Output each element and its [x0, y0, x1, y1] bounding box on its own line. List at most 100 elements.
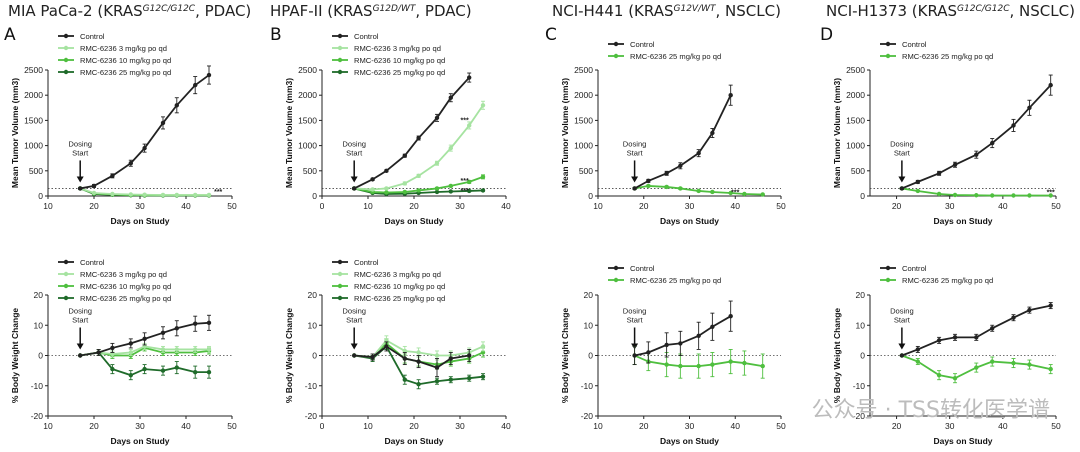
series-line	[353, 76, 470, 190]
data-point	[96, 350, 101, 355]
data-point	[678, 363, 683, 369]
x-tick-label: 10	[43, 201, 53, 211]
data-point	[160, 192, 166, 198]
chart-D-2: -20 -10 0 10 20 20 30 40 50 Days on Study % Body W…	[832, 264, 1061, 446]
y-tick-label: 1500	[574, 115, 593, 125]
data-point	[352, 186, 357, 191]
panel-title: NCI-H441 (KRASG12V/WT, NSCLC)	[552, 2, 781, 20]
dosing-label: Dosing	[342, 307, 366, 316]
y-tick-label: 500	[579, 166, 593, 176]
y-tick-label: 2500	[24, 65, 43, 75]
data-point	[1011, 193, 1016, 198]
data-point	[467, 75, 472, 80]
legend-marker	[337, 271, 343, 277]
dosing-arrow-head	[631, 176, 639, 183]
series-line	[634, 315, 732, 357]
data-point	[160, 330, 166, 336]
data-point	[128, 372, 133, 378]
legend-marker	[885, 277, 891, 283]
y-tick-label: 20	[856, 290, 866, 300]
data-point	[696, 363, 701, 369]
panel-title: HPAF-II (KRASG12D/WT, PDAC)	[270, 2, 472, 20]
watermark: 公众号 · TSS转化医学谱	[811, 398, 1050, 423]
legend-marker	[337, 295, 343, 301]
x-tick-label: 40	[998, 201, 1008, 211]
y-tick-label: 20	[308, 290, 318, 300]
data-point	[664, 342, 669, 348]
x-axis-label: Days on Study	[384, 436, 443, 446]
data-point	[448, 377, 453, 382]
data-point	[416, 135, 421, 141]
data-point	[434, 189, 440, 195]
data-point	[742, 191, 747, 197]
y-tick-label: 1500	[298, 115, 317, 125]
y-axis-label: % Body Weight Change	[284, 308, 294, 404]
data-point	[402, 377, 407, 382]
legend-label: Control	[902, 40, 927, 49]
data-point	[384, 344, 389, 349]
data-point	[974, 365, 979, 370]
dosing-label: Dosing	[890, 307, 914, 316]
data-point	[160, 120, 166, 126]
data-point	[206, 320, 212, 326]
data-point	[710, 130, 715, 136]
data-point	[678, 163, 683, 168]
legend-marker	[63, 295, 69, 301]
y-tick-label: 2500	[298, 65, 317, 75]
x-tick-label: 20	[409, 201, 419, 211]
data-point	[728, 313, 733, 319]
data-point	[128, 350, 133, 355]
x-tick-label: 10	[593, 421, 603, 431]
data-point	[402, 356, 407, 361]
legend-marker	[613, 265, 619, 271]
legend-label: RMC-6236 3 mg/kg po qd	[80, 270, 167, 279]
significance-marker: ***	[214, 189, 222, 196]
series-line	[354, 345, 470, 369]
x-tick-label: 40	[998, 421, 1008, 431]
x-axis-label: Days on Study	[110, 216, 169, 226]
legend-marker	[63, 33, 69, 39]
y-tick-label: 0	[38, 191, 43, 201]
data-point	[990, 359, 995, 364]
legend-label: Control	[902, 264, 927, 273]
legend-marker	[885, 53, 891, 59]
chart-A-1: 0 500 1000 1500 2000 2500 10 20 30 40 50 Days on St…	[10, 32, 237, 226]
y-tick-label: 0	[860, 191, 865, 201]
data-point	[952, 375, 958, 381]
dosing-label: Dosing	[890, 139, 914, 148]
data-point	[110, 191, 115, 197]
data-point	[174, 365, 179, 370]
y-axis-label: % Body Weight Change	[832, 308, 842, 404]
x-tick-label: 10	[363, 201, 373, 211]
data-point	[915, 179, 921, 185]
x-tick-label: 10	[593, 201, 603, 211]
data-point	[91, 190, 97, 196]
data-point	[480, 188, 486, 193]
data-point	[696, 333, 701, 339]
x-tick-label: 40	[501, 201, 511, 211]
dosing-label: Start	[346, 316, 363, 325]
chart-B-1: 0 500 1000 1500 2000 2500 0 10 20 30 40 Days on Stu…	[284, 32, 511, 226]
y-axis-label: % Body Weight Change	[560, 308, 570, 404]
legend-label: RMC-6236 25 mg/kg po qd	[630, 52, 721, 61]
y-tick-label: 0	[588, 351, 593, 361]
data-point	[632, 353, 637, 358]
data-point	[480, 103, 486, 108]
data-point	[448, 356, 453, 361]
x-axis-label: Days on Study	[933, 436, 992, 446]
panel-letter: C	[545, 25, 557, 45]
x-tick-label: 20	[892, 201, 902, 211]
legend-label: Control	[354, 258, 379, 267]
significance-marker: ***	[1047, 189, 1055, 196]
data-point	[434, 353, 440, 358]
panel-title: NCI-H1373 (KRASG12C/G12C, NSCLC)	[826, 2, 1075, 20]
x-tick-label: 30	[135, 201, 145, 211]
legend-marker	[63, 69, 69, 75]
x-tick-label: 10	[43, 421, 53, 431]
x-tick-label: 30	[945, 421, 955, 431]
data-point	[206, 347, 212, 352]
data-point	[646, 183, 651, 189]
dosing-label: Dosing	[623, 139, 647, 148]
dosing-label: Start	[627, 316, 644, 325]
legend-marker	[63, 259, 69, 265]
